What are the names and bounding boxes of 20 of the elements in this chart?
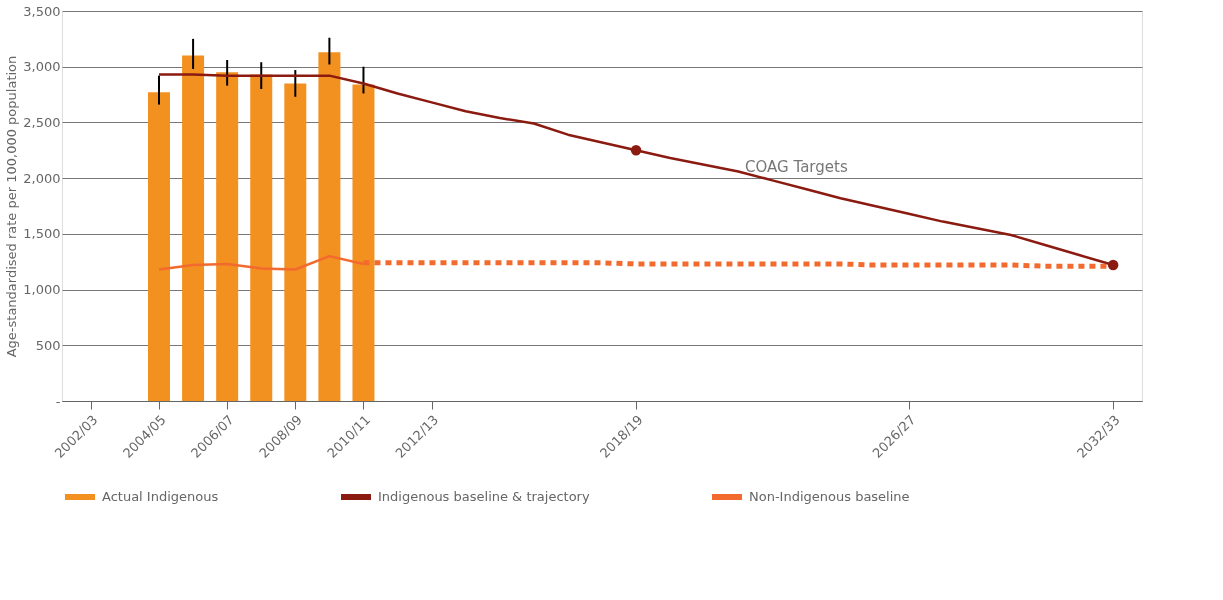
bar (352, 84, 375, 401)
legend-label: Indigenous baseline & trajectory (378, 489, 590, 504)
y-tick-label: 1,000 (23, 282, 61, 298)
legend-label: Actual Indigenous (102, 489, 219, 504)
bar (216, 72, 239, 401)
y-tick-label: 3,500 (23, 3, 61, 19)
y-tick-label: 2,500 (23, 114, 61, 130)
bar (182, 55, 205, 401)
y-tick-label: 500 (35, 337, 61, 353)
bar (284, 83, 307, 401)
bar (250, 74, 273, 401)
legend-label: Non-Indigenous baseline (749, 489, 910, 504)
y-tick-label: 2,000 (23, 170, 61, 186)
y-tick-label: 3,000 (23, 59, 61, 75)
bar (148, 92, 171, 401)
bar (318, 52, 341, 401)
annotation: COAG Targets (745, 158, 848, 176)
y-tick-label: - (55, 393, 61, 409)
y-axis-title: Age-standardised rate per 100,000 population (4, 55, 20, 358)
y-tick-label: 1,500 (23, 226, 61, 242)
